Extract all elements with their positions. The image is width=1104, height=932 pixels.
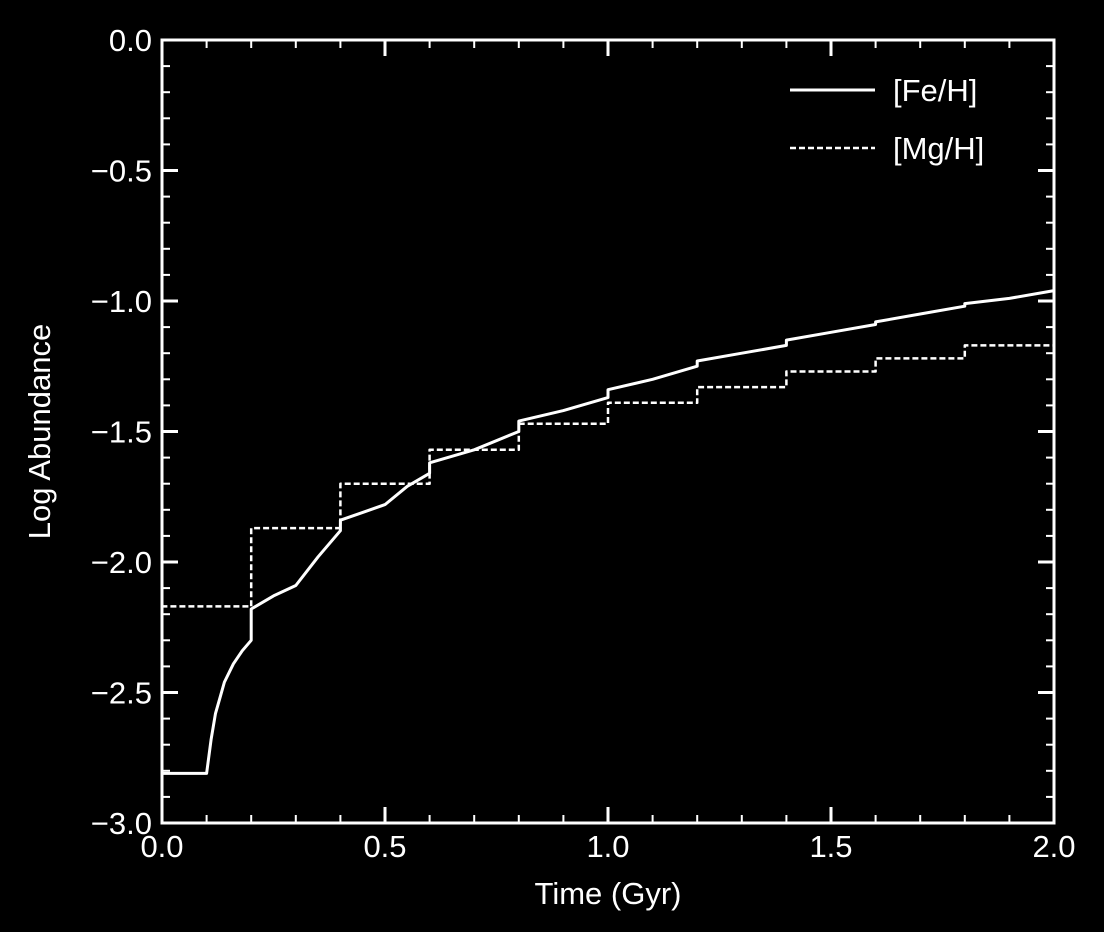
legend-label-feh: [Fe/H] bbox=[893, 73, 977, 108]
x-tick-label: 0.5 bbox=[363, 829, 406, 864]
legend-label-mgh: [Mg/H] bbox=[893, 131, 984, 166]
series-mgh-line bbox=[160, 344, 1054, 823]
y-tick-labels: 0.0 −0.5 −1.0 −1.5 −2.0 −2.5 −3.0 bbox=[91, 23, 152, 841]
series-lines bbox=[160, 289, 1055, 823]
y-tick-label: 0.0 bbox=[109, 23, 152, 58]
y-axis-title: Log Abundance bbox=[22, 324, 57, 540]
y-tick-label: −1.5 bbox=[91, 415, 152, 450]
plot-frame bbox=[160, 38, 1056, 825]
x-tick-label: 1.5 bbox=[809, 829, 852, 864]
x-tick-labels: 0.0 0.5 1.0 1.5 2.0 bbox=[140, 829, 1075, 864]
legend: [Fe/H] [Mg/H] bbox=[790, 73, 984, 166]
y-tick-label: −1.0 bbox=[91, 284, 152, 319]
series-feh-line bbox=[162, 289, 1055, 775]
y-tick-label: −2.5 bbox=[91, 676, 152, 711]
x-tick-label: 2.0 bbox=[1032, 829, 1075, 864]
y-tick-label: −0.5 bbox=[91, 154, 152, 189]
x-tick-label: 1.0 bbox=[586, 829, 629, 864]
y-tick-label: −2.0 bbox=[91, 545, 152, 580]
x-tick-label: 0.0 bbox=[140, 829, 183, 864]
x-axis-title: Time (Gyr) bbox=[535, 876, 682, 911]
y-tick-label: −3.0 bbox=[91, 806, 152, 841]
